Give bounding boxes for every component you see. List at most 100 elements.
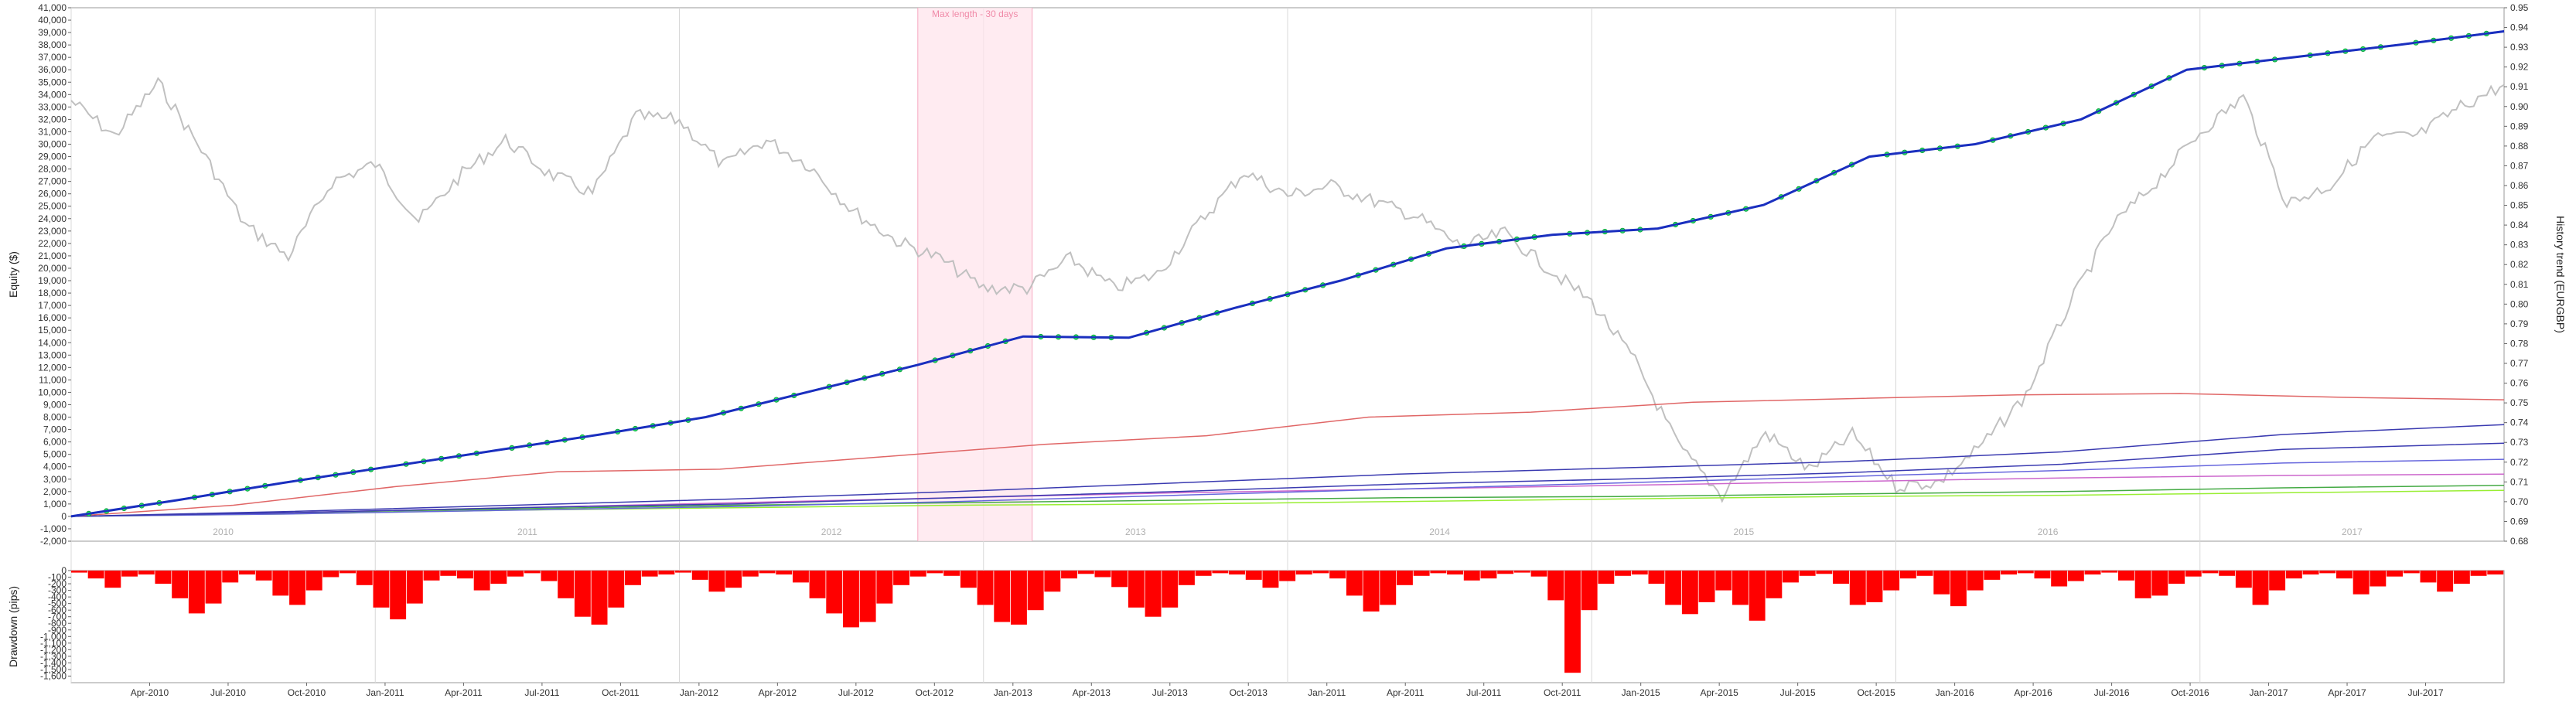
- x-tick-label: Jan-2017: [2250, 687, 2288, 698]
- drawdown-bar: [440, 571, 457, 576]
- drawdown-bar: [2370, 571, 2387, 587]
- y-tick-label: 9,000: [43, 399, 67, 410]
- drawdown-bar: [708, 571, 725, 592]
- drawdown-bar: [994, 571, 1011, 622]
- x-tick-label: Apr-2017: [2328, 687, 2366, 698]
- drawdown-bar: [943, 571, 960, 576]
- eurgbp-trend-line: [70, 77, 2505, 503]
- equity-series-line: [70, 393, 2505, 517]
- drawdown-bar: [2487, 571, 2504, 575]
- drawdown-bar: [1497, 571, 1514, 574]
- x-tick-label: Oct-2015: [1857, 687, 1895, 698]
- drawdown-bar: [759, 571, 776, 574]
- y-tick-label: 29,000: [38, 152, 67, 162]
- y-tick-label: 4,000: [43, 462, 67, 472]
- drawdown-bar: [843, 571, 859, 628]
- drawdown-bar: [1329, 571, 1346, 579]
- drawdown-bar: [826, 571, 843, 614]
- drawdown-bar: [1933, 571, 1950, 595]
- drawdown-bar: [289, 571, 305, 605]
- x-tick-label: Jul-2016: [2094, 687, 2130, 698]
- x-tick-label: Jul-2015: [1780, 687, 1816, 698]
- year-label: 2010: [213, 526, 234, 537]
- drawdown-bar: [406, 571, 423, 604]
- y-tick-label: 12,000: [38, 362, 67, 373]
- x-tick-label: Oct-2010: [288, 687, 326, 698]
- x-tick-label: Apr-2011: [445, 687, 483, 698]
- drawdown-bar: [893, 571, 909, 585]
- drawdown-bar: [339, 571, 356, 574]
- y2-tick-label: 0.68: [2510, 536, 2529, 547]
- y2-tick-label: 0.85: [2510, 200, 2529, 211]
- drawdown-bar: [1513, 571, 1530, 573]
- drawdown-bar: [1295, 571, 1312, 575]
- y2-tick-label: 0.81: [2510, 279, 2529, 290]
- drawdown-bar: [1564, 571, 1581, 673]
- dd-tick-label: -1,500: [40, 664, 67, 675]
- drawdown-bar: [188, 571, 205, 614]
- drawdown-bar: [272, 571, 289, 596]
- x-tick-label: Jan-2013: [994, 687, 1032, 698]
- y-tick-label: 26,000: [38, 189, 67, 199]
- y-tick-label: 6,000: [43, 437, 67, 448]
- year-label: 2014: [1429, 526, 1450, 537]
- drawdown-bar: [1245, 571, 1262, 580]
- y2-tick-label: 0.71: [2510, 476, 2529, 487]
- drawdown-bar: [2219, 571, 2236, 576]
- x-tick-label: Apr-2010: [131, 687, 169, 698]
- drawdown-bar: [172, 571, 189, 598]
- drawdown-bar: [742, 571, 759, 577]
- y-tick-label: 25,000: [38, 201, 67, 212]
- y-tick-label: 40,000: [38, 15, 67, 26]
- drawdown-bar: [2067, 571, 2084, 581]
- drawdown-bar: [2151, 571, 2168, 596]
- x-tick-label: Jul-2017: [2408, 687, 2444, 698]
- y-tick-label: 37,000: [38, 52, 67, 63]
- drawdown-bar: [524, 571, 541, 574]
- year-label: 2013: [1125, 526, 1146, 537]
- drawdown-bar: [2387, 571, 2403, 577]
- year-label: 2016: [2038, 526, 2059, 537]
- drawdown-bar: [1111, 571, 1128, 588]
- y2-tick-label: 0.84: [2510, 220, 2529, 230]
- equity-series-line: [70, 458, 2505, 517]
- y2-tick-label: 0.74: [2510, 417, 2529, 428]
- drawdown-bar: [2118, 571, 2134, 581]
- x-tick-label: Jul-2011: [1466, 687, 1501, 698]
- y-tick-label: 3,000: [43, 474, 67, 485]
- equity-series-line: [70, 424, 2505, 517]
- drawdown-bar: [809, 571, 826, 598]
- drawdown-bar: [591, 571, 608, 625]
- year-label: 2012: [821, 526, 842, 537]
- drawdown-bar: [239, 571, 255, 575]
- drawdown-bar: [423, 571, 440, 581]
- x-tick-label: Oct-2011: [1544, 687, 1581, 698]
- drawdown-bar: [490, 571, 507, 584]
- drawdown-bar: [2285, 571, 2302, 579]
- drawdown-bar: [876, 571, 893, 604]
- drawdown-bar: [1749, 571, 1766, 621]
- y-tick-label: 23,000: [38, 226, 67, 237]
- y-tick-label: 31,000: [38, 126, 67, 137]
- dd-tick-label: -300: [48, 585, 67, 596]
- y2-tick-label: 0.70: [2510, 496, 2529, 507]
- drawdown-bar: [322, 571, 339, 578]
- drawdown-bar: [457, 571, 473, 579]
- drawdown-bar: [1547, 571, 1564, 601]
- drawdown-bar: [1011, 571, 1027, 625]
- y-tick-label: -1,000: [40, 523, 67, 534]
- drawdown-bar: [1615, 571, 1631, 576]
- drawdown-bar: [1346, 571, 1363, 596]
- drawdown-bar: [1430, 571, 1447, 574]
- year-label: 2011: [517, 526, 537, 537]
- y-tick-label: 22,000: [38, 238, 67, 249]
- y2-tick-label: 0.79: [2510, 319, 2529, 329]
- y-tick-label: 8,000: [43, 412, 67, 423]
- drawdown-bar: [909, 571, 926, 577]
- drawdown-bar: [2403, 571, 2420, 574]
- drawdown-bar: [1816, 571, 1833, 574]
- y2-tick-label: 0.82: [2510, 259, 2529, 270]
- drawdown-bar: [2017, 571, 2034, 574]
- y-tick-label: 38,000: [38, 39, 67, 50]
